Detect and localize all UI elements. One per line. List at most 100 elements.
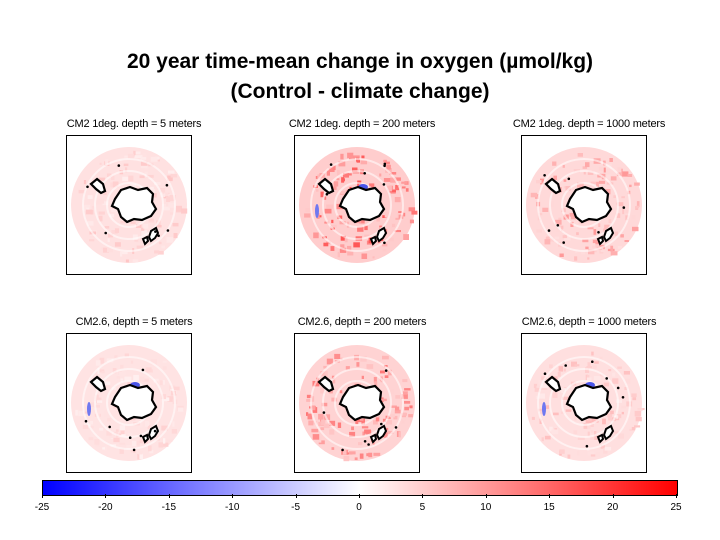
island-dot (117, 164, 121, 167)
anomaly-patch (107, 247, 114, 253)
anomaly-patch (598, 166, 603, 171)
colorbar-tick (422, 494, 424, 498)
anomaly-patch (404, 388, 411, 391)
anomaly-patch (103, 381, 111, 385)
anomaly-patch (120, 251, 123, 257)
anomaly-patch (624, 387, 628, 390)
anomaly-patch (86, 207, 90, 211)
anomaly-patch (540, 178, 544, 185)
anomaly-patch (130, 221, 136, 224)
anomaly-patch (171, 429, 177, 434)
anomaly-patch (90, 209, 94, 215)
anomaly-patch (320, 387, 326, 394)
panel-label: CM2.6, depth = 1000 meters (521, 316, 657, 328)
panel-cm26-5m: CM2.6, depth = 5 meters (34, 316, 234, 486)
anomaly-patch (620, 234, 624, 238)
anomaly-patch (541, 415, 546, 420)
anomaly-patch (364, 234, 370, 237)
island-outline (596, 433, 605, 444)
anomaly-patch (530, 192, 538, 198)
anomaly-patch (162, 360, 167, 363)
anomaly-patch (391, 223, 396, 228)
island-dot (383, 241, 386, 245)
anomaly-patch (594, 361, 599, 364)
anomaly-patch (625, 378, 631, 384)
anomaly-patch (340, 190, 348, 195)
anomaly-patch (624, 240, 629, 242)
anomaly-patch (82, 424, 89, 429)
anomaly-patch (628, 426, 632, 430)
anomaly-patch (562, 164, 565, 168)
anomaly-patch (587, 451, 595, 456)
anomaly-patch (606, 174, 611, 179)
anomaly-patch (144, 441, 149, 446)
anomaly-patch (170, 174, 178, 178)
polar-map (294, 333, 420, 473)
south-america-outline (89, 375, 107, 393)
anomaly-patch (375, 417, 380, 422)
chart-title-line2: (Control - climate change) (230, 80, 490, 103)
anomaly-patch (97, 368, 100, 374)
anomaly-patch (389, 413, 395, 418)
anomaly-patch (114, 355, 118, 360)
anomaly-patch (158, 251, 164, 255)
anomaly-patch (153, 378, 159, 383)
island-dot (104, 231, 107, 235)
anomaly-patch (614, 231, 619, 236)
anomaly-patch (127, 423, 131, 430)
anomaly-patch (587, 257, 590, 260)
anomaly-patch (334, 353, 341, 359)
anomaly-patch (130, 360, 134, 364)
anomaly-patch (168, 202, 175, 208)
south-america-outline (317, 177, 335, 195)
anomaly-patch (323, 365, 327, 369)
colorbar-tick-label: -15 (161, 502, 177, 513)
anomaly-patch (120, 364, 124, 369)
anomaly-patch (127, 433, 133, 439)
anomaly-patch (349, 431, 356, 437)
anomaly-patch (160, 188, 166, 193)
anomaly-patch (398, 431, 401, 438)
anomaly-patch (107, 238, 110, 243)
anomaly-patch (154, 182, 161, 186)
anomaly-patch (591, 418, 599, 423)
anomaly-patch (119, 442, 126, 445)
island-dot (367, 443, 370, 446)
anomaly-patch (114, 228, 120, 233)
anomaly-patch (361, 426, 369, 429)
anomaly-patch (600, 445, 605, 449)
anomaly-patch (123, 163, 129, 167)
anomaly-patch (139, 453, 143, 460)
island-dot (166, 229, 170, 232)
anomaly-patch (173, 233, 178, 239)
anomaly-patch (359, 219, 365, 224)
island-dot (585, 444, 589, 448)
anomaly-patch (390, 177, 397, 183)
anomaly-patch (600, 249, 605, 253)
anomaly-patch (163, 206, 170, 211)
anomaly-patch (631, 393, 637, 397)
anomaly-patch (360, 160, 368, 165)
anomaly-patch (383, 432, 388, 438)
anomaly-patch (168, 170, 175, 174)
colorbar-tick (168, 494, 170, 498)
anomaly-patch (395, 217, 401, 220)
anomaly-patch (570, 216, 576, 220)
ring-band (322, 170, 392, 240)
anomaly-patch (108, 233, 114, 238)
anomaly-patch (160, 380, 163, 386)
anomaly-patch (132, 234, 138, 240)
anomaly-patch (154, 250, 160, 254)
anomaly-patch (138, 451, 143, 455)
anomaly-patch (574, 364, 580, 367)
anomaly-patch (324, 208, 332, 214)
anomaly-patch (85, 209, 92, 215)
anomaly-patch (147, 421, 150, 426)
anomaly-patch (89, 426, 94, 429)
colorbar-tick-label: 10 (480, 502, 492, 513)
island-dot (591, 360, 594, 363)
anomaly-patch (542, 207, 549, 212)
anomaly-patch (354, 457, 358, 460)
new-zealand-outline (375, 226, 388, 243)
colorbar-tick (359, 494, 360, 498)
